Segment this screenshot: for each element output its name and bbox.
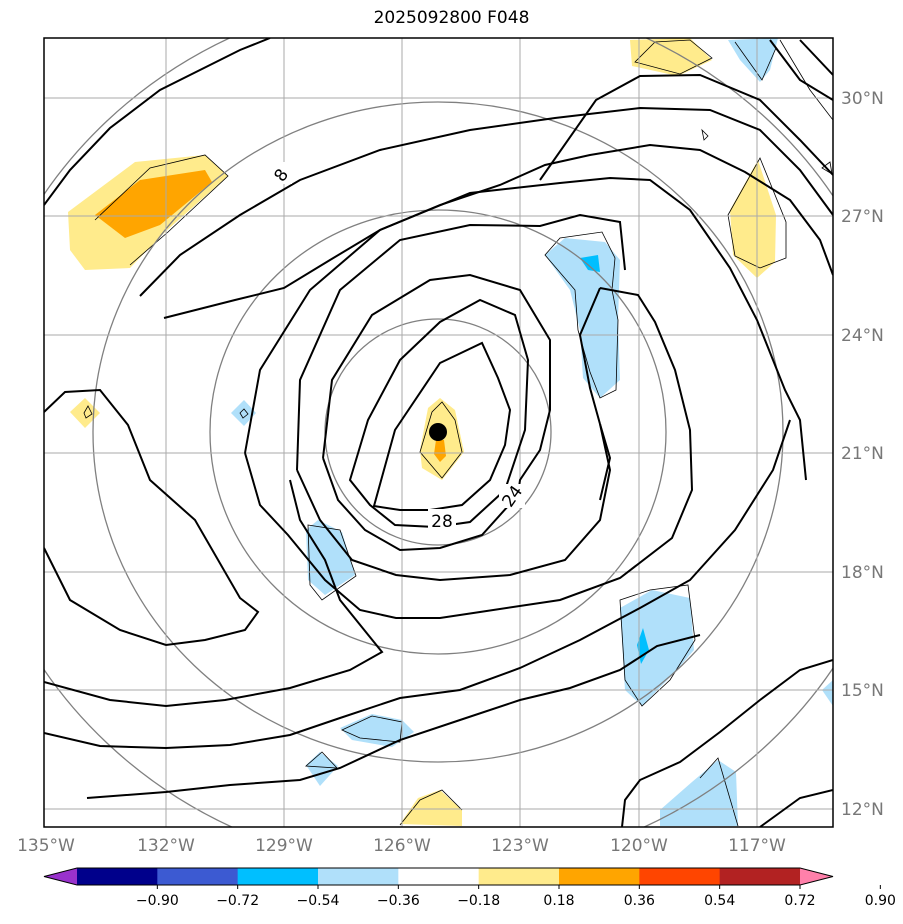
lon-label: 129°W [255,836,313,856]
lat-label: 24°N [841,326,884,346]
colorbar-tick-label: 0.54 [704,893,735,909]
colorbar-segment [719,868,801,885]
lon-label: 120°W [610,836,668,856]
colorbar-tick-label: 0.18 [543,893,574,909]
colorbar-segment [157,868,239,885]
longitude-labels: 135°W 132°W 129°W 126°W 123°W 120°W 117°… [17,836,786,856]
lat-label: 30°N [841,89,884,109]
colorbar-segment [639,868,721,885]
map-frame [43,37,834,828]
colorbar-tick-label: −0.72 [216,893,259,909]
colorbar-segment [478,868,560,885]
map-title: 2025092800 F048 [373,8,530,28]
colorbar-segment [398,868,480,885]
lon-label: 135°W [17,836,75,856]
colorbar-tick-label: 0.72 [784,893,815,909]
colorbar-extend-low [44,868,77,885]
graticule [44,38,833,827]
colorbar-segment [318,868,399,885]
lon-label: 126°W [373,836,431,856]
colorbar-tick-label: 0.36 [624,893,655,909]
lon-label: 117°W [728,836,786,856]
storm-center-marker [429,423,447,441]
colorbar-segment [237,868,319,885]
colorbar-extend-high [800,868,833,885]
lat-label: 21°N [841,444,884,464]
lon-label: 123°W [491,836,549,856]
colorbar-tick-label: 0.90 [865,893,896,909]
colorbar-tick-label: −0.54 [297,893,340,909]
bold-contours [44,38,833,827]
colorbar-segment [559,868,640,885]
thin-contours [83,39,833,827]
colorbar-tick-label: −0.36 [377,893,420,909]
lat-label: 15°N [841,681,884,701]
latitude-labels: 30°N 27°N 24°N 21°N 18°N 15°N 12°N [841,89,884,820]
colorbar-outline [43,867,834,886]
shaded-fields [68,38,833,826]
contour-label-28: 28 [431,512,453,532]
lat-label: 12°N [841,800,884,820]
lat-label: 18°N [841,563,884,583]
colorbar: −0.90 −0.72 −0.54 −0.36 −0.18 0.18 0.36 0.54 0.7… [43,867,896,909]
lon-label: 132°W [137,836,195,856]
colorbar-segment [77,868,158,885]
colorbar-tick-label: −0.18 [457,893,500,909]
colorbar-tick-label: −0.90 [136,893,179,909]
map-area: 8 24 28 [44,38,833,827]
lat-label: 27°N [841,207,884,227]
positive-anomaly-core [95,170,212,238]
